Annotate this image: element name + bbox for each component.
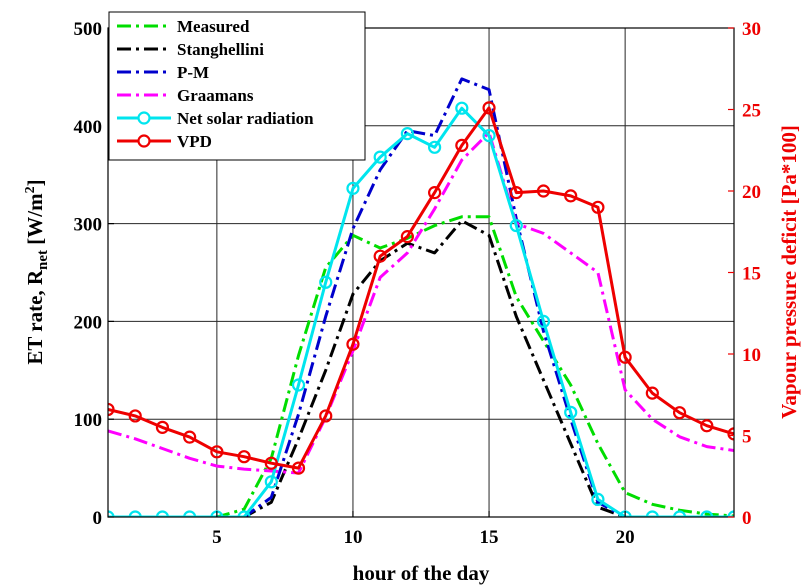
legend: Measured Stanghellini P-M Graamans Net solar… (108, 11, 366, 161)
y-axis-left-label-unit: [W/m (23, 193, 47, 250)
y-left-tick-label: 200 (74, 312, 103, 333)
y-axis-left-label-sup: 2 (23, 186, 38, 193)
right-axis: 0 5 10 15 20 25 30 (728, 19, 761, 529)
left-axis: 0 100 200 300 400 500 (74, 19, 114, 529)
series-point-net-solar-radiation (237, 510, 251, 517)
series-point-vpd (108, 402, 115, 417)
series-point-vpd (155, 420, 170, 434)
legend-marker-net-solar-radiation (137, 111, 151, 125)
legend-label-net-solar-radiation: Net solar radiation (177, 109, 314, 128)
legend-marker-vpd (137, 134, 151, 148)
legend-label-p-m: P-M (177, 63, 209, 82)
series-line-net-solar-radiation (108, 106, 734, 517)
y-axis-left-label: ET rate, Rnet [W/m2] (23, 179, 51, 364)
series-point-vpd (482, 101, 496, 115)
x-tick-label: 5 (212, 527, 222, 548)
series-point-net-solar-radiation (564, 405, 578, 419)
series-point-net-solar-radiation (346, 181, 360, 195)
series-point-net-solar-radiation (183, 510, 197, 517)
series-point-net-solar-radiation (672, 510, 687, 517)
series-point-vpd (128, 409, 142, 423)
series-point-net-solar-radiation (509, 218, 523, 233)
series-line-stanghellini (108, 219, 734, 517)
y-axis-left-label-main: ET rate, R (23, 269, 47, 365)
series-point-vpd (645, 386, 659, 400)
legend-box (108, 11, 366, 161)
y-right-tick-label: 5 (742, 427, 752, 448)
series-point-vpd (536, 184, 551, 198)
y-left-tick-label: 0 (93, 508, 103, 529)
series-line-measured (108, 215, 734, 517)
series-point-net-solar-radiation (645, 510, 659, 517)
x-tick-label: 10 (343, 527, 362, 548)
series-point-net-solar-radiation (373, 150, 387, 164)
series-point-vpd (727, 427, 734, 441)
series-point-net-solar-radiation (264, 475, 278, 489)
y-left-tick-label: 400 (74, 117, 103, 138)
x-tick-label: 20 (616, 527, 635, 548)
series-point-net-solar-radiation (455, 101, 469, 115)
series-point-net-solar-radiation (128, 510, 142, 517)
series-layer (108, 77, 734, 517)
y-right-tick-label: 20 (742, 182, 761, 203)
y-right-tick-label: 0 (742, 508, 752, 529)
series-point-vpd (319, 409, 333, 423)
series-point-vpd (373, 249, 387, 263)
series-point-vpd (428, 186, 442, 200)
legend-label-vpd: VPD (177, 132, 212, 151)
y-left-tick-label: 300 (74, 215, 103, 236)
y-left-tick-label: 500 (74, 19, 103, 40)
series-point-vpd (291, 461, 306, 475)
series-line-graamans (108, 131, 734, 475)
series-point-net-solar-radiation (482, 128, 496, 143)
series-point-vpd (591, 200, 605, 214)
y-right-tick-label: 30 (742, 19, 761, 40)
legend-label-graamans: Graamans (177, 86, 254, 105)
series-point-net-solar-radiation (700, 510, 714, 517)
series-point-vpd (183, 430, 197, 444)
series-point-vpd (210, 445, 224, 459)
legend-label-measured: Measured (177, 17, 250, 36)
series-point-net-solar-radiation (591, 492, 605, 506)
y-axis-left-label-close: ] (23, 179, 47, 186)
series-point-vpd (618, 350, 632, 364)
y-right-tick-label: 25 (742, 101, 761, 122)
y-left-tick-label: 100 (74, 410, 103, 431)
series-point-net-solar-radiation (155, 510, 170, 517)
series-point-net-solar-radiation (428, 140, 442, 154)
series-point-vpd (564, 189, 578, 203)
series-point-vpd (400, 230, 414, 244)
series-point-net-solar-radiation (291, 378, 306, 392)
series-point-vpd (672, 406, 687, 420)
y-right-tick-label: 10 (742, 345, 761, 366)
series-point-vpd (509, 186, 523, 200)
series-line-p-m (108, 77, 734, 517)
series-point-net-solar-radiation (400, 127, 414, 141)
series-point-vpd (237, 450, 251, 464)
series-point-vpd (264, 456, 278, 470)
series-point-vpd (700, 419, 714, 433)
y-right-tick-label: 15 (742, 264, 761, 285)
x-axis: 5 10 15 20 (212, 511, 635, 548)
x-tick-label: 15 (480, 527, 499, 548)
series-point-net-solar-radiation (319, 275, 333, 289)
series-point-net-solar-radiation (536, 314, 551, 328)
y-axis-right-label: Vapour pressure deficit [Pa*100] (777, 125, 801, 419)
series-point-vpd (346, 337, 360, 351)
series-point-vpd (455, 138, 469, 152)
legend-label-stanghellini: Stanghellini (177, 40, 264, 59)
y-axis-left-label-sub: net (35, 250, 51, 270)
x-axis-label: hour of the day (353, 561, 490, 585)
